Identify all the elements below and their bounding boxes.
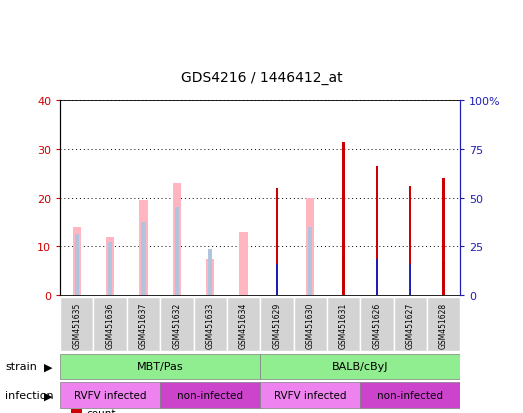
Text: GSM451630: GSM451630 bbox=[306, 301, 315, 348]
Text: ▶: ▶ bbox=[44, 390, 53, 401]
Bar bbox=[260, 297, 293, 351]
Bar bbox=[394, 297, 427, 351]
Bar bbox=[94, 297, 127, 351]
Text: BALB/cByJ: BALB/cByJ bbox=[332, 361, 389, 372]
Bar bbox=[276, 264, 278, 295]
Bar bbox=[327, 297, 360, 351]
Bar bbox=[343, 142, 345, 295]
Text: count: count bbox=[86, 408, 116, 413]
Bar bbox=[306, 198, 314, 295]
Text: GSM451635: GSM451635 bbox=[72, 301, 81, 348]
Bar bbox=[206, 259, 214, 295]
Bar bbox=[208, 249, 212, 295]
Bar bbox=[60, 297, 94, 351]
Bar bbox=[106, 237, 115, 295]
Bar bbox=[160, 297, 194, 351]
Text: GSM451633: GSM451633 bbox=[206, 301, 214, 348]
Bar bbox=[427, 297, 460, 351]
Bar bbox=[376, 259, 378, 295]
Text: ▶: ▶ bbox=[44, 361, 53, 372]
Bar bbox=[141, 223, 146, 295]
Bar bbox=[260, 354, 460, 380]
Bar bbox=[276, 188, 278, 295]
Text: non-infected: non-infected bbox=[177, 390, 243, 401]
Bar bbox=[343, 256, 344, 295]
Bar bbox=[194, 297, 227, 351]
Text: GSM451629: GSM451629 bbox=[272, 301, 281, 348]
Text: GSM451631: GSM451631 bbox=[339, 301, 348, 348]
Text: strain: strain bbox=[5, 361, 37, 372]
Bar bbox=[173, 184, 181, 295]
Text: GDS4216 / 1446412_at: GDS4216 / 1446412_at bbox=[180, 71, 343, 85]
Text: infection: infection bbox=[5, 390, 54, 401]
Bar bbox=[260, 382, 360, 408]
Text: GSM451628: GSM451628 bbox=[439, 301, 448, 348]
Bar bbox=[139, 201, 147, 295]
Bar bbox=[443, 262, 444, 295]
Bar bbox=[108, 242, 112, 295]
Bar bbox=[410, 264, 411, 295]
Text: GSM451632: GSM451632 bbox=[173, 301, 181, 348]
Bar bbox=[160, 382, 260, 408]
Bar bbox=[376, 167, 378, 295]
Bar bbox=[360, 382, 460, 408]
Bar bbox=[73, 227, 81, 295]
Text: GSM451626: GSM451626 bbox=[372, 301, 381, 348]
Text: RVFV infected: RVFV infected bbox=[274, 390, 346, 401]
Bar bbox=[227, 297, 260, 351]
Text: non-infected: non-infected bbox=[377, 390, 443, 401]
Bar bbox=[442, 179, 445, 295]
Bar bbox=[127, 297, 160, 351]
Bar bbox=[409, 186, 412, 295]
Bar bbox=[60, 354, 260, 380]
Bar bbox=[360, 297, 393, 351]
Bar bbox=[175, 208, 179, 295]
Bar bbox=[75, 235, 79, 295]
Bar bbox=[293, 297, 327, 351]
Bar bbox=[60, 382, 160, 408]
Text: MBT/Pas: MBT/Pas bbox=[137, 361, 184, 372]
Bar bbox=[308, 227, 312, 295]
Text: GSM451634: GSM451634 bbox=[239, 301, 248, 348]
Bar bbox=[240, 232, 248, 295]
Text: GSM451627: GSM451627 bbox=[406, 301, 415, 348]
Text: GSM451637: GSM451637 bbox=[139, 301, 148, 348]
Text: GSM451636: GSM451636 bbox=[106, 301, 115, 348]
Text: RVFV infected: RVFV infected bbox=[74, 390, 146, 401]
